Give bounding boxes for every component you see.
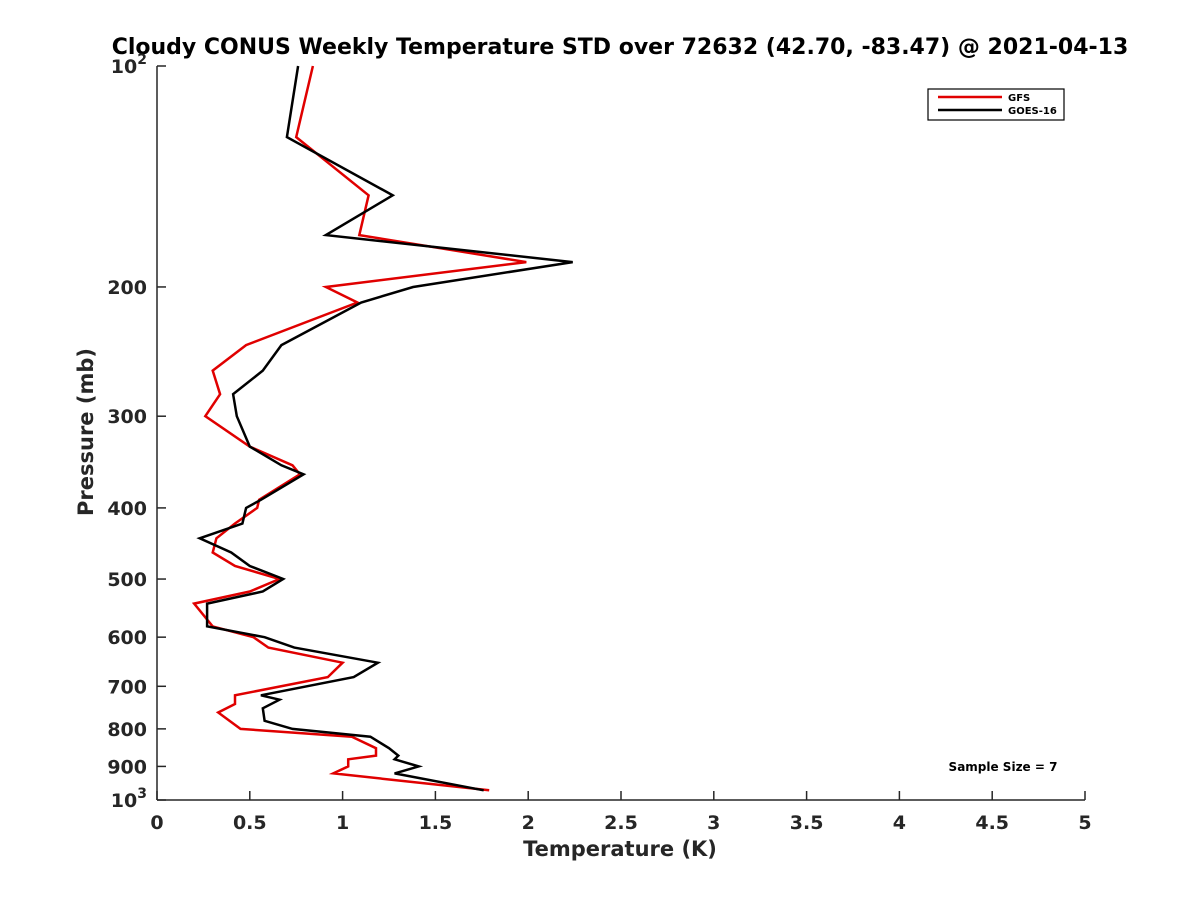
x-tick-label: 4.5 (975, 812, 1009, 834)
y-axis-label: Pressure (mb) (74, 348, 98, 516)
x-axis-label: Temperature (K) (523, 837, 717, 861)
sample-size-annotation: Sample Size = 7 (949, 760, 1058, 774)
legend-label-goes16: GOES-16 (1008, 106, 1057, 117)
x-tick-label: 3 (707, 812, 720, 834)
y-tick-label: 500 (107, 569, 147, 591)
y-tick-label: 700 (107, 676, 147, 698)
legend: GFS GOES-16 (927, 88, 1065, 121)
legend-box (927, 88, 1065, 121)
series-layer (191, 65, 573, 792)
x-tick-label: 4 (893, 812, 906, 834)
y-tick-label: 400 (107, 498, 147, 520)
x-tick-label: 5 (1078, 812, 1091, 834)
y-tick-label: 103 (111, 786, 147, 812)
x-tick-label: 2.5 (604, 812, 638, 834)
y-ticks: 102 200 300 400 500 600 700 800 900 103 (107, 52, 166, 812)
x-ticks: 0 0.5 1 1.5 2 2.5 3 3.5 4 4.5 5 (150, 791, 1092, 834)
x-tick-label: 0 (150, 812, 163, 834)
x-tick-label: 1.5 (419, 812, 453, 834)
x-tick-label: 3.5 (790, 812, 824, 834)
x-tick-label: 0.5 (233, 812, 267, 834)
y-tick-label: 102 (111, 52, 147, 78)
y-tick-label: 200 (107, 277, 147, 299)
legend-label-gfs: GFS (1008, 93, 1030, 104)
y-tick-label: 800 (107, 719, 147, 741)
y-tick-label: 300 (107, 406, 147, 428)
series-line-gfs (191, 65, 527, 792)
series-line-goes16 (196, 65, 573, 792)
chart-title: Cloudy CONUS Weekly Temperature STD over… (112, 35, 1129, 60)
x-tick-label: 1 (336, 812, 349, 834)
y-tick-label: 600 (107, 627, 147, 649)
x-tick-label: 2 (522, 812, 535, 834)
y-tick-label: 900 (107, 756, 147, 778)
